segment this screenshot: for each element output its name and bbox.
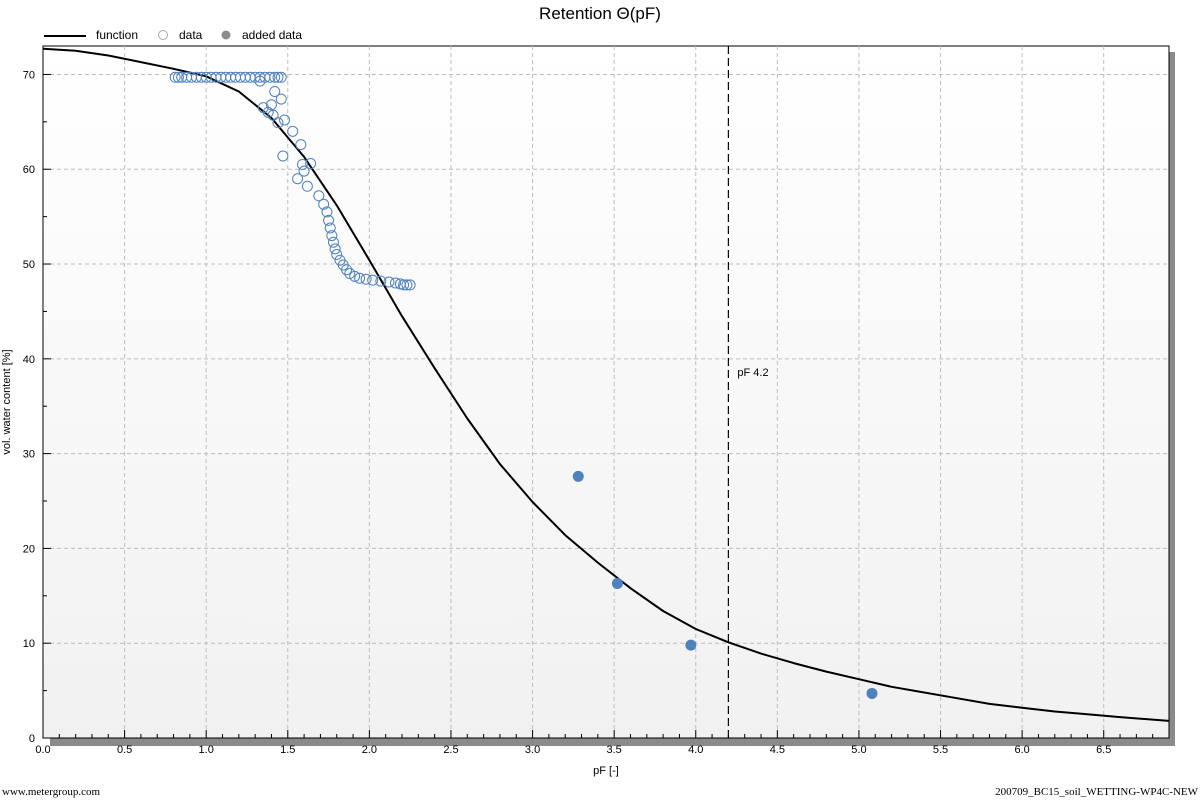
data-point bbox=[313, 190, 325, 202]
x-tick-label: 6.0 bbox=[1014, 744, 1029, 756]
added-data-point bbox=[572, 470, 584, 482]
data-point bbox=[323, 214, 335, 226]
grid bbox=[43, 46, 1169, 738]
data-points bbox=[169, 71, 416, 291]
data-point bbox=[264, 71, 276, 83]
y-tick-label: 30 bbox=[23, 449, 35, 461]
data-point bbox=[367, 274, 379, 286]
data-point bbox=[375, 275, 387, 287]
x-tick-label: 0.0 bbox=[35, 744, 50, 756]
x-tick-label: 4.5 bbox=[770, 744, 785, 756]
legend-added-data-swatch bbox=[221, 30, 231, 40]
y-tick-label: 10 bbox=[23, 638, 35, 650]
data-point bbox=[277, 150, 289, 162]
data-point bbox=[272, 117, 284, 129]
y-tick-label: 70 bbox=[23, 69, 35, 81]
data-point bbox=[296, 158, 308, 170]
data-point bbox=[169, 71, 181, 83]
y-tick-label: 0 bbox=[29, 733, 35, 745]
axis-ticks bbox=[42, 73, 1170, 739]
x-tick-label: 5.5 bbox=[933, 744, 948, 756]
legend: function data added data bbox=[44, 28, 302, 42]
added-data-points bbox=[572, 470, 878, 699]
data-point bbox=[272, 71, 284, 83]
data-point bbox=[398, 279, 410, 291]
legend-data-label: data bbox=[179, 28, 203, 42]
data-point bbox=[321, 206, 333, 218]
data-point bbox=[279, 114, 291, 126]
data-point bbox=[401, 279, 413, 291]
plot-area bbox=[42, 45, 1170, 739]
footer-website[interactable]: www.metergroup.com bbox=[2, 786, 101, 798]
x-tick-label: 4.0 bbox=[688, 744, 703, 756]
data-point bbox=[287, 125, 299, 137]
pf42-label: pF 4.2 bbox=[737, 367, 768, 379]
x-tick-label: 5.0 bbox=[851, 744, 866, 756]
data-point bbox=[349, 270, 361, 282]
function-curve bbox=[42, 47, 1170, 722]
data-point bbox=[383, 276, 395, 288]
data-point bbox=[275, 71, 287, 83]
data-point bbox=[298, 165, 310, 177]
footer-filename: 200709_BC15_soil_WETTING-WP4C-NEW bbox=[995, 786, 1198, 798]
legend-added-data-label: added data bbox=[242, 28, 302, 42]
chart-title: Retention Θ(pF) bbox=[539, 4, 661, 23]
added-data-point bbox=[611, 577, 623, 589]
data-point bbox=[269, 71, 281, 83]
y-tick-label: 50 bbox=[23, 259, 35, 271]
legend-data-swatch bbox=[158, 30, 168, 40]
x-tick-label: 3.5 bbox=[607, 744, 622, 756]
data-point bbox=[341, 264, 353, 276]
data-point bbox=[254, 75, 266, 87]
x-tick-label: 3.0 bbox=[525, 744, 540, 756]
x-axis-label: pF [-] bbox=[593, 765, 619, 777]
x-tick-label: 1.0 bbox=[199, 744, 214, 756]
data-point bbox=[295, 139, 307, 151]
data-point bbox=[324, 222, 336, 234]
x-tick-label: 2.5 bbox=[443, 744, 458, 756]
data-point bbox=[404, 279, 416, 291]
data-point bbox=[389, 277, 401, 289]
function-line bbox=[42, 47, 1170, 722]
data-point bbox=[269, 86, 281, 98]
added-data-point bbox=[685, 639, 697, 651]
data-point bbox=[327, 236, 339, 248]
data-point bbox=[305, 158, 317, 170]
data-point bbox=[172, 71, 184, 83]
y-axis-label: vol. water content [%] bbox=[1, 349, 13, 454]
data-point bbox=[267, 109, 279, 121]
x-tick-label: 1.5 bbox=[280, 744, 295, 756]
data-point bbox=[329, 243, 341, 255]
x-tick-label: 0.5 bbox=[117, 744, 132, 756]
data-point bbox=[275, 93, 287, 105]
x-tick-label: 6.5 bbox=[1096, 744, 1111, 756]
x-tick-labels: 0.0 0.5 1.0 1.5 2.0 2.5 3.0 3.5 4.0 4.5 5.0 5.5 6.0 6… bbox=[35, 744, 1111, 756]
data-point bbox=[326, 230, 338, 242]
data-point bbox=[301, 180, 313, 192]
y-tick-label: 60 bbox=[23, 164, 35, 176]
data-point bbox=[265, 99, 277, 111]
y-tick-label: 40 bbox=[23, 354, 35, 366]
pf42-marker: pF 4.2 bbox=[727, 46, 769, 738]
data-point bbox=[318, 198, 330, 210]
data-point bbox=[360, 273, 372, 285]
y-tick-label: 20 bbox=[23, 543, 35, 555]
x-tick-label: 2.0 bbox=[362, 744, 377, 756]
added-data-point bbox=[866, 687, 878, 699]
y-tick-labels: 0 10 20 30 40 50 60 70 bbox=[23, 69, 35, 745]
legend-function-label: function bbox=[96, 28, 138, 42]
data-point bbox=[354, 272, 366, 284]
data-point bbox=[292, 173, 304, 185]
data-point bbox=[331, 249, 343, 261]
